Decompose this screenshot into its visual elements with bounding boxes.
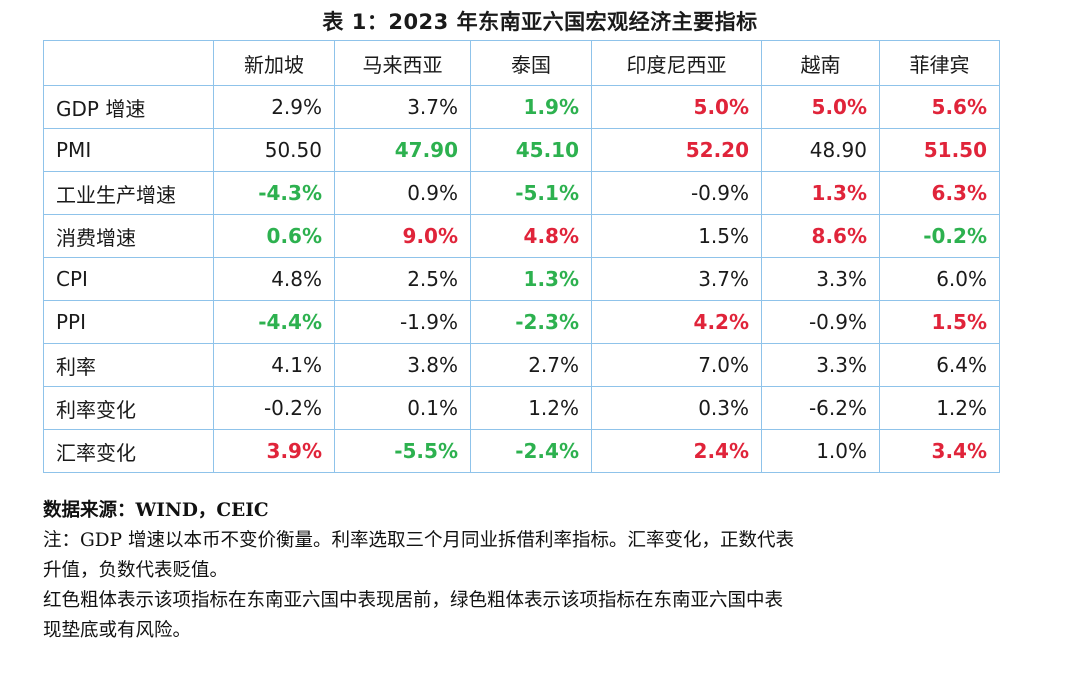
row-label: 消费增速: [43, 214, 214, 258]
row-label: 工业生产增速: [43, 171, 214, 215]
header-cell-singapore: 新加坡: [213, 40, 335, 86]
row-label: CPI: [43, 257, 214, 301]
value-cell: 1.3%: [470, 257, 592, 301]
value-cell: -2.4%: [470, 429, 592, 473]
value-cell: -0.2%: [213, 386, 335, 430]
value-cell: 8.6%: [761, 214, 880, 258]
row-label: 利率变化: [43, 386, 214, 430]
table-row: PMI 50.50 47.90 45.10 52.20 48.90 51.50: [43, 128, 1000, 172]
value-cell: -5.5%: [334, 429, 471, 473]
note-line: 现垫底或有风险。: [43, 620, 192, 641]
value-cell: 3.8%: [334, 343, 471, 387]
value-cell: -0.9%: [761, 300, 880, 344]
value-cell: 4.8%: [470, 214, 592, 258]
value-cell: 3.3%: [761, 343, 880, 387]
value-cell: 3.3%: [761, 257, 880, 301]
value-cell: 6.0%: [879, 257, 1000, 301]
table-row: 利率变化 -0.2% 0.1% 1.2% 0.3% -6.2% 1.2%: [43, 386, 1000, 430]
table-row: 消费增速 0.6% 9.0% 4.8% 1.5% 8.6% -0.2%: [43, 214, 1000, 258]
value-cell: 5.0%: [591, 85, 762, 129]
value-cell: 2.4%: [591, 429, 762, 473]
value-cell: 0.9%: [334, 171, 471, 215]
header-cell-thailand: 泰国: [470, 40, 592, 86]
value-cell: 4.2%: [591, 300, 762, 344]
value-cell: 1.2%: [879, 386, 1000, 430]
value-cell: 2.7%: [470, 343, 592, 387]
value-cell: 1.9%: [470, 85, 592, 129]
value-cell: 1.0%: [761, 429, 880, 473]
value-cell: 50.50: [213, 128, 335, 172]
value-cell: -5.1%: [470, 171, 592, 215]
header-cell-indonesia: 印度尼西亚: [591, 40, 762, 86]
value-cell: 6.3%: [879, 171, 1000, 215]
value-cell: 3.7%: [591, 257, 762, 301]
value-cell: 5.0%: [761, 85, 880, 129]
value-cell: 4.8%: [213, 257, 335, 301]
value-cell: 9.0%: [334, 214, 471, 258]
value-cell: -6.2%: [761, 386, 880, 430]
note-line: 升值，负数代表贬值。: [43, 560, 229, 581]
value-cell: -0.2%: [879, 214, 1000, 258]
macro-indicators-table: 新加坡 马来西亚 泰国 印度尼西亚 越南 菲律宾 GDP 增速 2.9% 3.7% 1…: [43, 40, 1000, 473]
value-cell: 1.2%: [470, 386, 592, 430]
table-row: 工业生产增速 -4.3% 0.9% -5.1% -0.9% 1.3% 6.3%: [43, 171, 1000, 215]
value-cell: 52.20: [591, 128, 762, 172]
value-cell: 1.5%: [591, 214, 762, 258]
value-cell: -4.3%: [213, 171, 335, 215]
table-row: GDP 增速 2.9% 3.7% 1.9% 5.0% 5.0% 5.6%: [43, 85, 1000, 129]
value-cell: 0.6%: [213, 214, 335, 258]
value-cell: 3.9%: [213, 429, 335, 473]
value-cell: 1.5%: [879, 300, 1000, 344]
value-cell: 1.3%: [761, 171, 880, 215]
table-row: 汇率变化 3.9% -5.5% -2.4% 2.4% 1.0% 3.4%: [43, 429, 1000, 473]
row-label: 利率: [43, 343, 214, 387]
row-label: 汇率变化: [43, 429, 214, 473]
value-cell: -4.4%: [213, 300, 335, 344]
value-cell: -2.3%: [470, 300, 592, 344]
row-label: PMI: [43, 128, 214, 172]
header-cell-philippines: 菲律宾: [879, 40, 1000, 86]
table-title: 表 1：2023 年东南亚六国宏观经济主要指标: [322, 10, 758, 34]
table-row: 利率 4.1% 3.8% 2.7% 7.0% 3.3% 6.4%: [43, 343, 1000, 387]
value-cell: 51.50: [879, 128, 1000, 172]
row-label: GDP 增速: [43, 85, 214, 129]
row-label: PPI: [43, 300, 214, 344]
value-cell: 2.9%: [213, 85, 335, 129]
table-row: PPI -4.4% -1.9% -2.3% 4.2% -0.9% 1.5%: [43, 300, 1000, 344]
header-cell: [43, 40, 214, 86]
header-row: 新加坡 马来西亚 泰国 印度尼西亚 越南 菲律宾: [43, 40, 1000, 86]
value-cell: -0.9%: [591, 171, 762, 215]
value-cell: 2.5%: [334, 257, 471, 301]
value-cell: 48.90: [761, 128, 880, 172]
value-cell: 3.7%: [334, 85, 471, 129]
note-line: 红色粗体表示该项指标在东南亚六国中表现居前，绿色粗体表示该项指标在东南亚六国中表: [43, 590, 784, 611]
value-cell: 0.3%: [591, 386, 762, 430]
notes: 数据来源：WIND，CEIC 注：GDP 增速以本币不变价衡量。利率选取三个月同…: [43, 496, 1043, 646]
value-cell: -1.9%: [334, 300, 471, 344]
note-line: 注：GDP 增速以本币不变价衡量。利率选取三个月同业拆借利率指标。汇率变化，正数…: [43, 530, 794, 551]
header-cell-malaysia: 马来西亚: [334, 40, 471, 86]
value-cell: 6.4%: [879, 343, 1000, 387]
value-cell: 3.4%: [879, 429, 1000, 473]
value-cell: 47.90: [334, 128, 471, 172]
source-note: 数据来源：WIND，CEIC: [43, 500, 269, 521]
header-cell-vietnam: 越南: [761, 40, 880, 86]
value-cell: 7.0%: [591, 343, 762, 387]
table-row: CPI 4.8% 2.5% 1.3% 3.7% 3.3% 6.0%: [43, 257, 1000, 301]
value-cell: 5.6%: [879, 85, 1000, 129]
value-cell: 0.1%: [334, 386, 471, 430]
value-cell: 4.1%: [213, 343, 335, 387]
value-cell: 45.10: [470, 128, 592, 172]
